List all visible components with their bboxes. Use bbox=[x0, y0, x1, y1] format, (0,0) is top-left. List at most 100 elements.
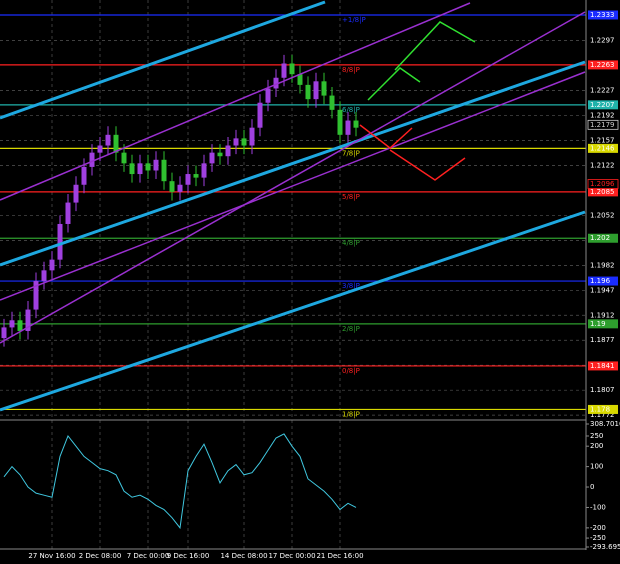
candle-body bbox=[161, 159, 167, 182]
y-tick-label: -200 bbox=[590, 524, 606, 532]
y-tick-label: 1.2122 bbox=[590, 161, 615, 169]
y-tick-label: 1.1982 bbox=[590, 261, 615, 269]
channel-line bbox=[0, 210, 586, 412]
y-tick-label: -293.695 bbox=[590, 543, 620, 551]
level-label: 3/8|P bbox=[342, 282, 360, 290]
level-label: 0/8|P bbox=[342, 367, 360, 375]
arrow bbox=[389, 149, 466, 181]
candle-body bbox=[281, 63, 287, 78]
level-label: 7/8|P bbox=[342, 149, 360, 157]
price-box-label: 1.2333 bbox=[590, 11, 615, 19]
price-box-label: 1.19 bbox=[590, 320, 606, 328]
y-tick-label: 1.1912 bbox=[590, 311, 615, 319]
price-box-label: 1.2085 bbox=[590, 188, 615, 196]
candle-body bbox=[17, 320, 23, 331]
candle-body bbox=[9, 320, 15, 328]
level-label: 5/8|P bbox=[342, 193, 360, 201]
y-tick-label: 100 bbox=[590, 463, 603, 471]
candle-body bbox=[57, 223, 63, 260]
y-tick-label: 1.2297 bbox=[590, 37, 615, 45]
forecast-arrows bbox=[359, 21, 476, 181]
x-tick-label: 17 Dec 00:00 bbox=[268, 552, 315, 560]
level-label: 1/8|P bbox=[342, 410, 360, 418]
candle-body bbox=[193, 174, 199, 178]
price-box-label: 1.2207 bbox=[590, 101, 615, 109]
y-tick-label: 1.2227 bbox=[590, 87, 615, 95]
candle-body bbox=[169, 181, 175, 192]
level-label: 8/8|P bbox=[342, 66, 360, 74]
candle-body bbox=[1, 327, 7, 339]
candle-body bbox=[297, 74, 303, 85]
x-tick-label: 21 Dec 16:00 bbox=[316, 552, 363, 560]
price-box bbox=[588, 100, 618, 110]
candle-body bbox=[81, 166, 87, 185]
candle-body bbox=[353, 120, 359, 128]
candle-body bbox=[233, 138, 239, 146]
candle-body bbox=[337, 109, 343, 135]
candle-body bbox=[121, 152, 127, 164]
y-tick-label: 1.1947 bbox=[590, 286, 615, 294]
candle-body bbox=[153, 159, 159, 171]
level-label: 6/8|P bbox=[342, 106, 360, 114]
candle-body bbox=[217, 152, 223, 157]
candle-body bbox=[313, 81, 319, 100]
candle-body bbox=[273, 77, 279, 89]
price-box bbox=[588, 60, 618, 70]
price-marker-box bbox=[587, 179, 619, 189]
candle-body bbox=[33, 281, 39, 310]
indicator-line bbox=[3, 433, 357, 530]
candle-body bbox=[145, 163, 151, 171]
candle-body bbox=[257, 102, 263, 128]
price-box-label: 1.1841 bbox=[590, 362, 615, 370]
y-tick-label: 1.2157 bbox=[590, 137, 615, 145]
x-tick-label: 2 Dec 08:00 bbox=[79, 552, 122, 560]
y-tick-label: 1.1807 bbox=[590, 386, 615, 394]
x-tick-label: 14 Dec 08:00 bbox=[220, 552, 267, 560]
candle-body bbox=[25, 309, 31, 331]
arrow bbox=[394, 21, 476, 71]
price-box bbox=[588, 143, 618, 153]
candle-body bbox=[345, 120, 351, 135]
price-box bbox=[588, 233, 618, 243]
candle-body bbox=[129, 163, 135, 175]
y-tick-label: 0 bbox=[590, 483, 594, 491]
y-tick-label: 1.2052 bbox=[590, 211, 615, 219]
level-label: 2/8|P bbox=[342, 325, 360, 333]
price-box-label: 1.202 bbox=[590, 234, 610, 242]
price-box bbox=[588, 187, 618, 197]
price-marker-box bbox=[587, 119, 619, 130]
candle-body bbox=[137, 163, 143, 175]
y-tick-label: 1.1772 bbox=[590, 411, 615, 419]
price-box-label: 1.196 bbox=[590, 277, 611, 285]
candle-body bbox=[185, 174, 191, 185]
candle-body bbox=[225, 145, 231, 157]
candle-body bbox=[201, 163, 207, 178]
price-marker-label: 1.2096 bbox=[590, 180, 615, 188]
y-tick-label: 250 bbox=[590, 432, 603, 440]
price-box bbox=[588, 404, 618, 414]
y-tick-label: 1.1877 bbox=[590, 336, 615, 344]
price-box bbox=[588, 319, 618, 329]
candle-body bbox=[329, 95, 335, 110]
candle-body bbox=[97, 145, 103, 153]
candle-body bbox=[289, 63, 295, 75]
channel-line bbox=[0, 11, 586, 344]
candle-body bbox=[241, 138, 247, 146]
channel-line bbox=[0, 2, 471, 201]
candle-body bbox=[249, 127, 255, 146]
level-label: +1/8|P bbox=[342, 16, 366, 24]
candle-body bbox=[41, 270, 47, 282]
y-tick-label: 1.2192 bbox=[590, 112, 615, 120]
candle-body bbox=[265, 88, 271, 103]
candle-body bbox=[321, 81, 327, 96]
arrow bbox=[367, 67, 421, 101]
price-box bbox=[588, 276, 618, 286]
price-marker-label: 1.2179 bbox=[590, 121, 615, 129]
candle-body bbox=[73, 184, 79, 203]
level-label: 4/8|P bbox=[342, 239, 360, 247]
y-tick-label: 308.7016 bbox=[590, 420, 620, 428]
candle-body bbox=[209, 152, 215, 164]
y-tick-label: -250 bbox=[590, 534, 606, 542]
